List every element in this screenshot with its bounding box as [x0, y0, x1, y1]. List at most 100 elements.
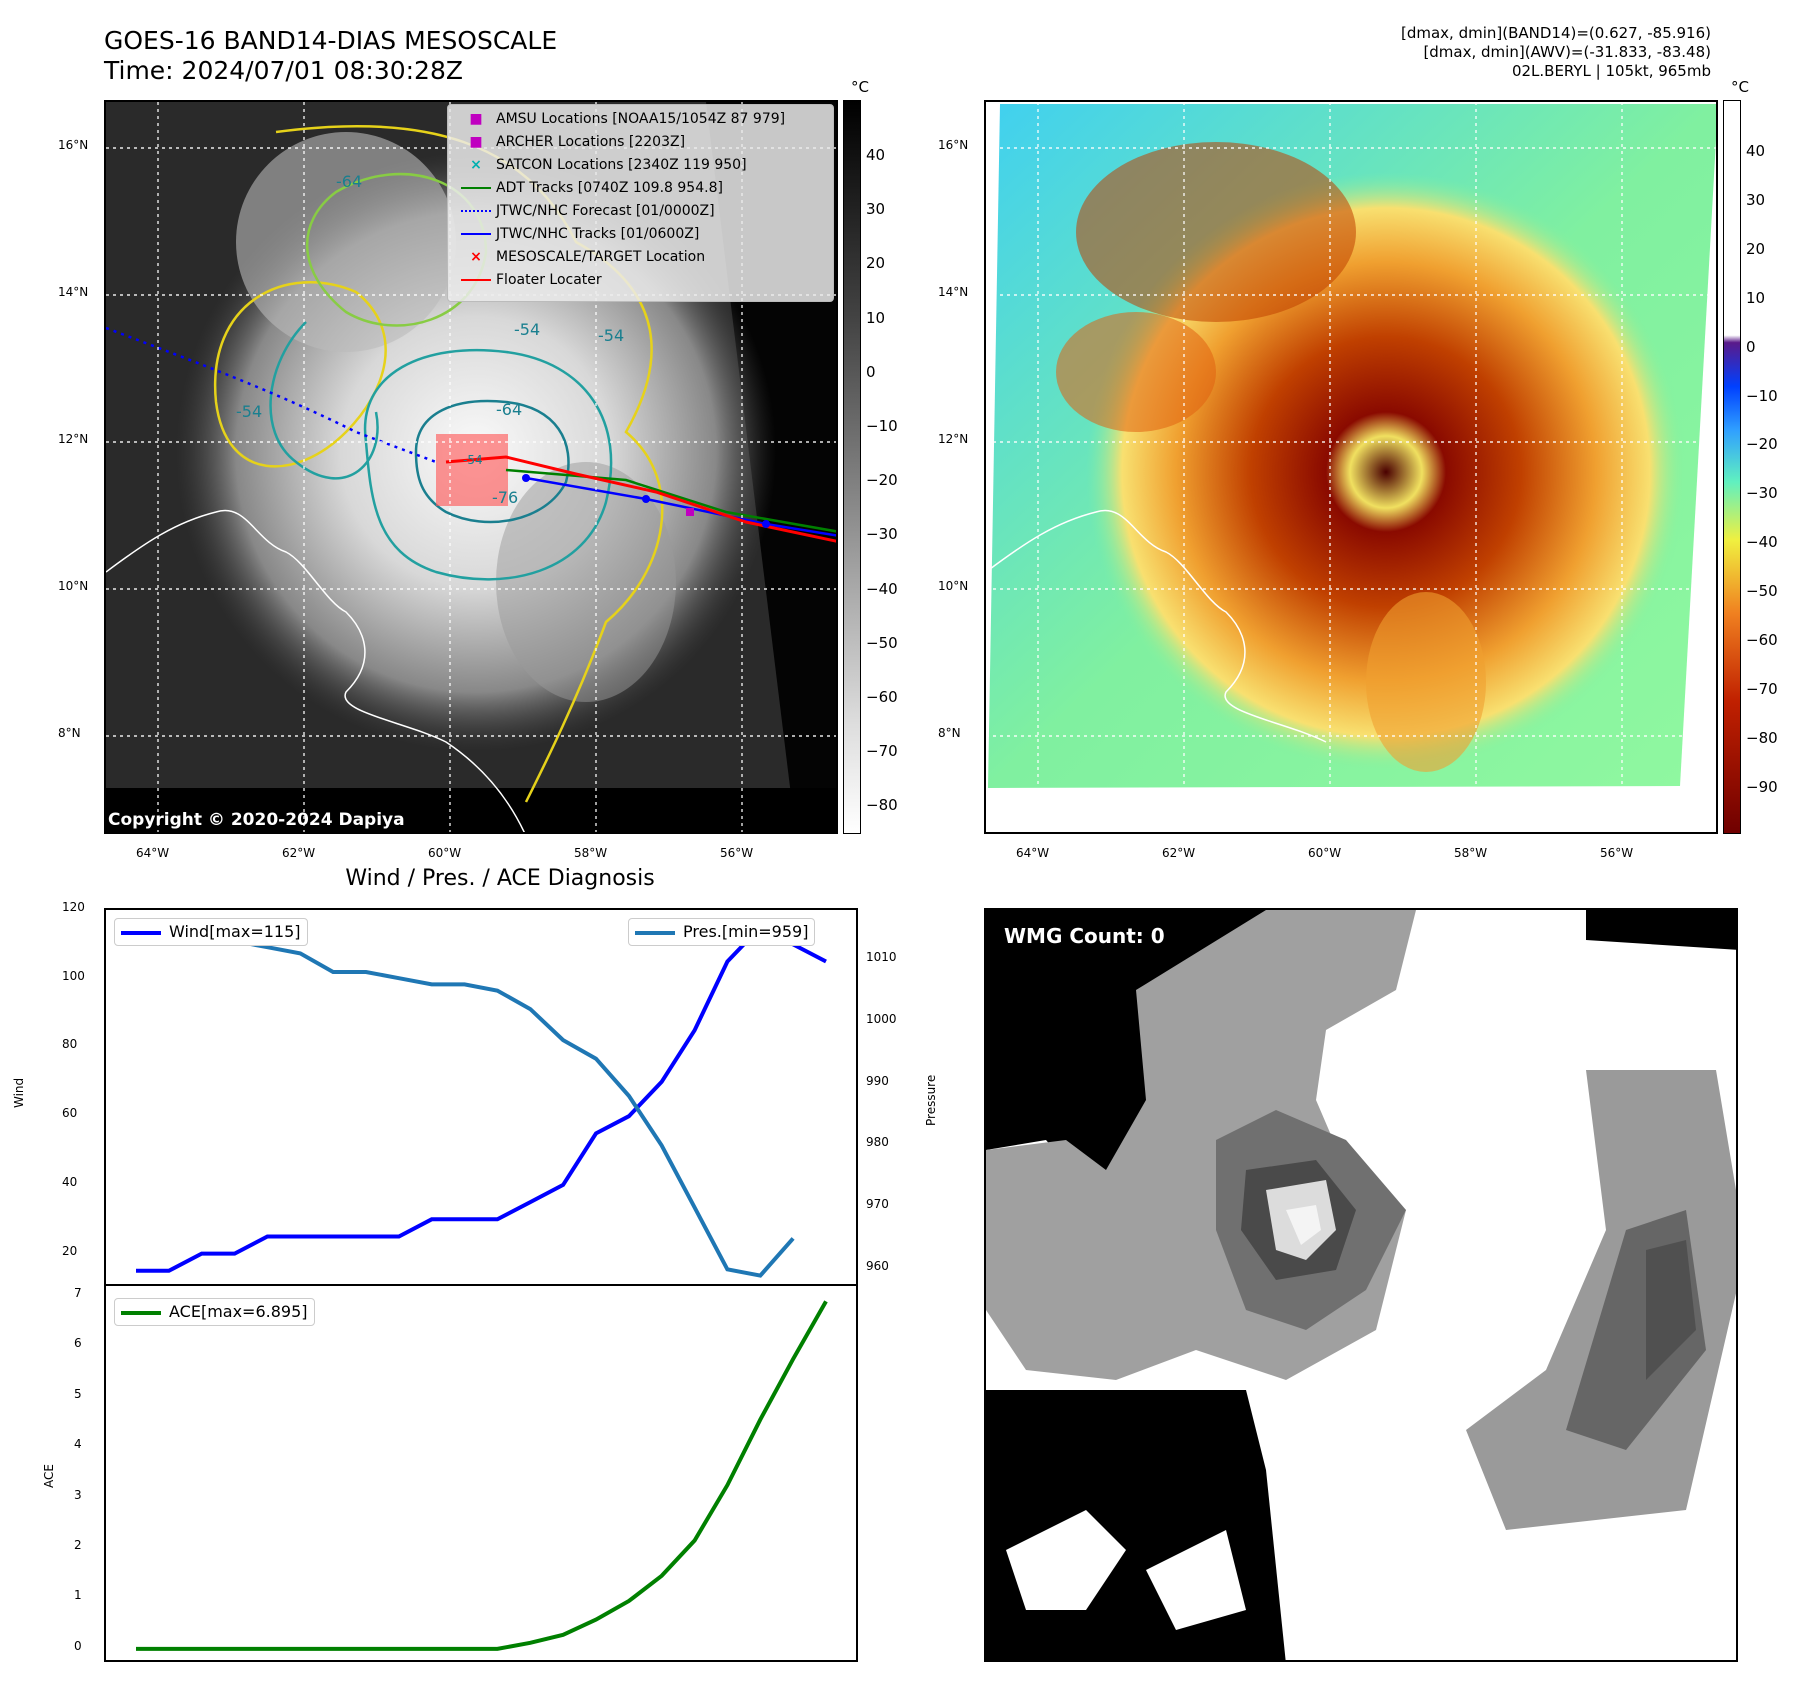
ace-tick-label: 5 — [74, 1386, 82, 1401]
map-legend: ■ AMSU Locations [NOAA15/1054Z 87 979] ■ A… — [447, 104, 834, 302]
colorbar-tick-label: −60 — [1746, 631, 1778, 649]
wind-tick-label: 20 — [62, 1243, 78, 1258]
pressure-tick-label: 960 — [866, 1259, 889, 1274]
contour-label: -54 — [514, 320, 541, 339]
lat-tick-label: 12°N — [938, 432, 969, 446]
wmg-panel — [984, 908, 1738, 1662]
figure-title: GOES-16 BAND14-DIAS MESOSCALE — [104, 26, 558, 55]
ace-tick-label: 4 — [74, 1437, 82, 1452]
lon-tick-label: 60°W — [1308, 846, 1342, 860]
colorbar-tick-label: 40 — [1746, 142, 1766, 160]
lon-tick-label: 60°W — [428, 846, 462, 860]
legend-satcon: × SATCON Locations [2340Z 119 950] — [470, 157, 747, 173]
pressure-tick-label: 980 — [866, 1135, 889, 1150]
dias-map-svg — [986, 102, 1716, 832]
colorbar-tick-label: −20 — [866, 471, 898, 490]
ace-svg — [136, 1300, 828, 1651]
contour-label: -64 — [496, 400, 523, 419]
ace-tick-label: 6 — [74, 1336, 82, 1351]
ace-tick-label: 0 — [74, 1638, 82, 1653]
lon-tick-label: 58°W — [574, 846, 608, 860]
lat-tick-label: 14°N — [58, 285, 89, 299]
colorbar-tick-label: −50 — [866, 633, 898, 652]
colorbar-tick-label: 30 — [866, 200, 886, 219]
wind-tick-label: 40 — [62, 1174, 78, 1189]
colorbar-tick-label: −20 — [1746, 435, 1778, 454]
adt-track — [505, 468, 836, 533]
band14-range: [dmax, dmin](BAND14)=(0.627, -85.916) — [1400, 24, 1711, 42]
colorbar-tick-label: −40 — [1746, 533, 1778, 552]
ace-panel — [104, 1284, 858, 1662]
colorbar-tick-label: −80 — [866, 796, 898, 815]
lat-tick-label: 10°N — [938, 579, 969, 593]
ace-tick-label: 7 — [74, 1286, 82, 1301]
ace-series-line — [136, 1300, 828, 1651]
dias-colorbar — [1723, 100, 1741, 834]
pressure-tick-label: 1000 — [866, 1011, 897, 1026]
wind-tick-label: 60 — [62, 1106, 78, 1121]
wind-axis-label: Wind — [12, 1077, 26, 1108]
pressure-legend: Pres.[min=959] — [628, 918, 816, 946]
floater-box — [436, 434, 508, 506]
dias-map-panel — [984, 100, 1718, 834]
legend-target: × MESOSCALE/TARGET Location — [470, 249, 706, 265]
jtwc-forecast-track — [106, 326, 437, 464]
lat-tick-label: 16°N — [58, 138, 89, 152]
legend-amsu: ■ AMSU Locations [NOAA15/1054Z 87 979] — [469, 111, 786, 127]
colorbar-tick-label: −50 — [1746, 582, 1778, 601]
colorbar-tick-label: −10 — [866, 417, 898, 435]
colorbar-tick-label: −70 — [1746, 679, 1778, 698]
contour-label: -54 — [598, 326, 625, 345]
pressure-tick-label: 990 — [866, 1073, 889, 1088]
legend-floater: Floater Locater — [456, 270, 602, 290]
lon-tick-label: 56°W — [720, 846, 754, 860]
wmg-image — [986, 910, 1736, 1660]
colorbar-tick-label: 0 — [1746, 337, 1756, 356]
colorbar-tick-label: 10 — [1746, 288, 1766, 307]
contour-teal-outer — [363, 348, 613, 581]
contour-label: -64 — [336, 172, 363, 191]
legend-tracks: JTWC/NHC Tracks [01/0600Z] — [456, 224, 699, 244]
lat-tick-label: 16°N — [938, 138, 969, 152]
coastline — [106, 509, 525, 832]
colorbar-tick-label: −70 — [866, 742, 898, 761]
floater-track — [445, 455, 836, 543]
awv-range: [dmax, dmin](AWV)=(-31.833, -83.48) — [1423, 43, 1711, 61]
wind-legend: Wind[max=115] — [114, 918, 308, 946]
wind-pressure-panel — [104, 908, 858, 1286]
colorbar-tick-label: 30 — [1746, 190, 1766, 209]
wind-pressure-svg — [136, 924, 827, 1278]
pressure-axis-label: Pressure — [924, 1074, 938, 1126]
lat-tick-label: 8°N — [938, 726, 961, 740]
colorbar-tick-label: −60 — [866, 688, 898, 706]
contour-label: -76 — [492, 488, 519, 507]
storm-info: 02L.BERYL | 105kt, 965mb — [1511, 62, 1711, 80]
contour-label: -54 — [236, 402, 263, 421]
lon-tick-label: 62°W — [1162, 846, 1196, 860]
pressure-series-line — [136, 926, 795, 1278]
colorbar-tick-label: 40 — [866, 146, 886, 164]
colorbar-tick-label: −40 — [866, 579, 898, 598]
legend-archer: ■ ARCHER Locations [2203Z] — [469, 134, 686, 150]
wind-series-line — [136, 924, 827, 1273]
colorbar-tick-label: −30 — [866, 525, 898, 544]
lon-tick-label: 62°W — [282, 846, 316, 860]
pressure-tick-label: 970 — [866, 1197, 889, 1212]
ir-colorbar — [843, 100, 861, 834]
wmg-count-label: WMG Count: 0 — [1004, 924, 1165, 948]
lat-tick-label: 12°N — [58, 432, 89, 446]
colorbar-tick-label: −80 — [1746, 728, 1778, 747]
colorbar-tick-label: 20 — [1746, 239, 1766, 258]
colorbar-tick-label: −30 — [1746, 484, 1778, 503]
wind-tick-label: 100 — [62, 968, 85, 983]
lon-tick-label: 58°W — [1454, 846, 1488, 860]
ir-colorbar-unit: °C — [851, 78, 869, 96]
lat-tick-label: 14°N — [938, 285, 969, 299]
pressure-tick-label: 1010 — [866, 949, 897, 964]
colorbar-tick-label: −90 — [1746, 777, 1778, 796]
ace-tick-label: 2 — [74, 1538, 82, 1553]
lon-tick-label: 56°W — [1600, 846, 1634, 860]
figure-time: Time: 2024/07/01 08:30:28Z — [104, 56, 463, 85]
diagnosis-title: Wind / Pres. / ACE Diagnosis — [345, 866, 655, 891]
ace-axis-label: ACE — [42, 1464, 56, 1488]
